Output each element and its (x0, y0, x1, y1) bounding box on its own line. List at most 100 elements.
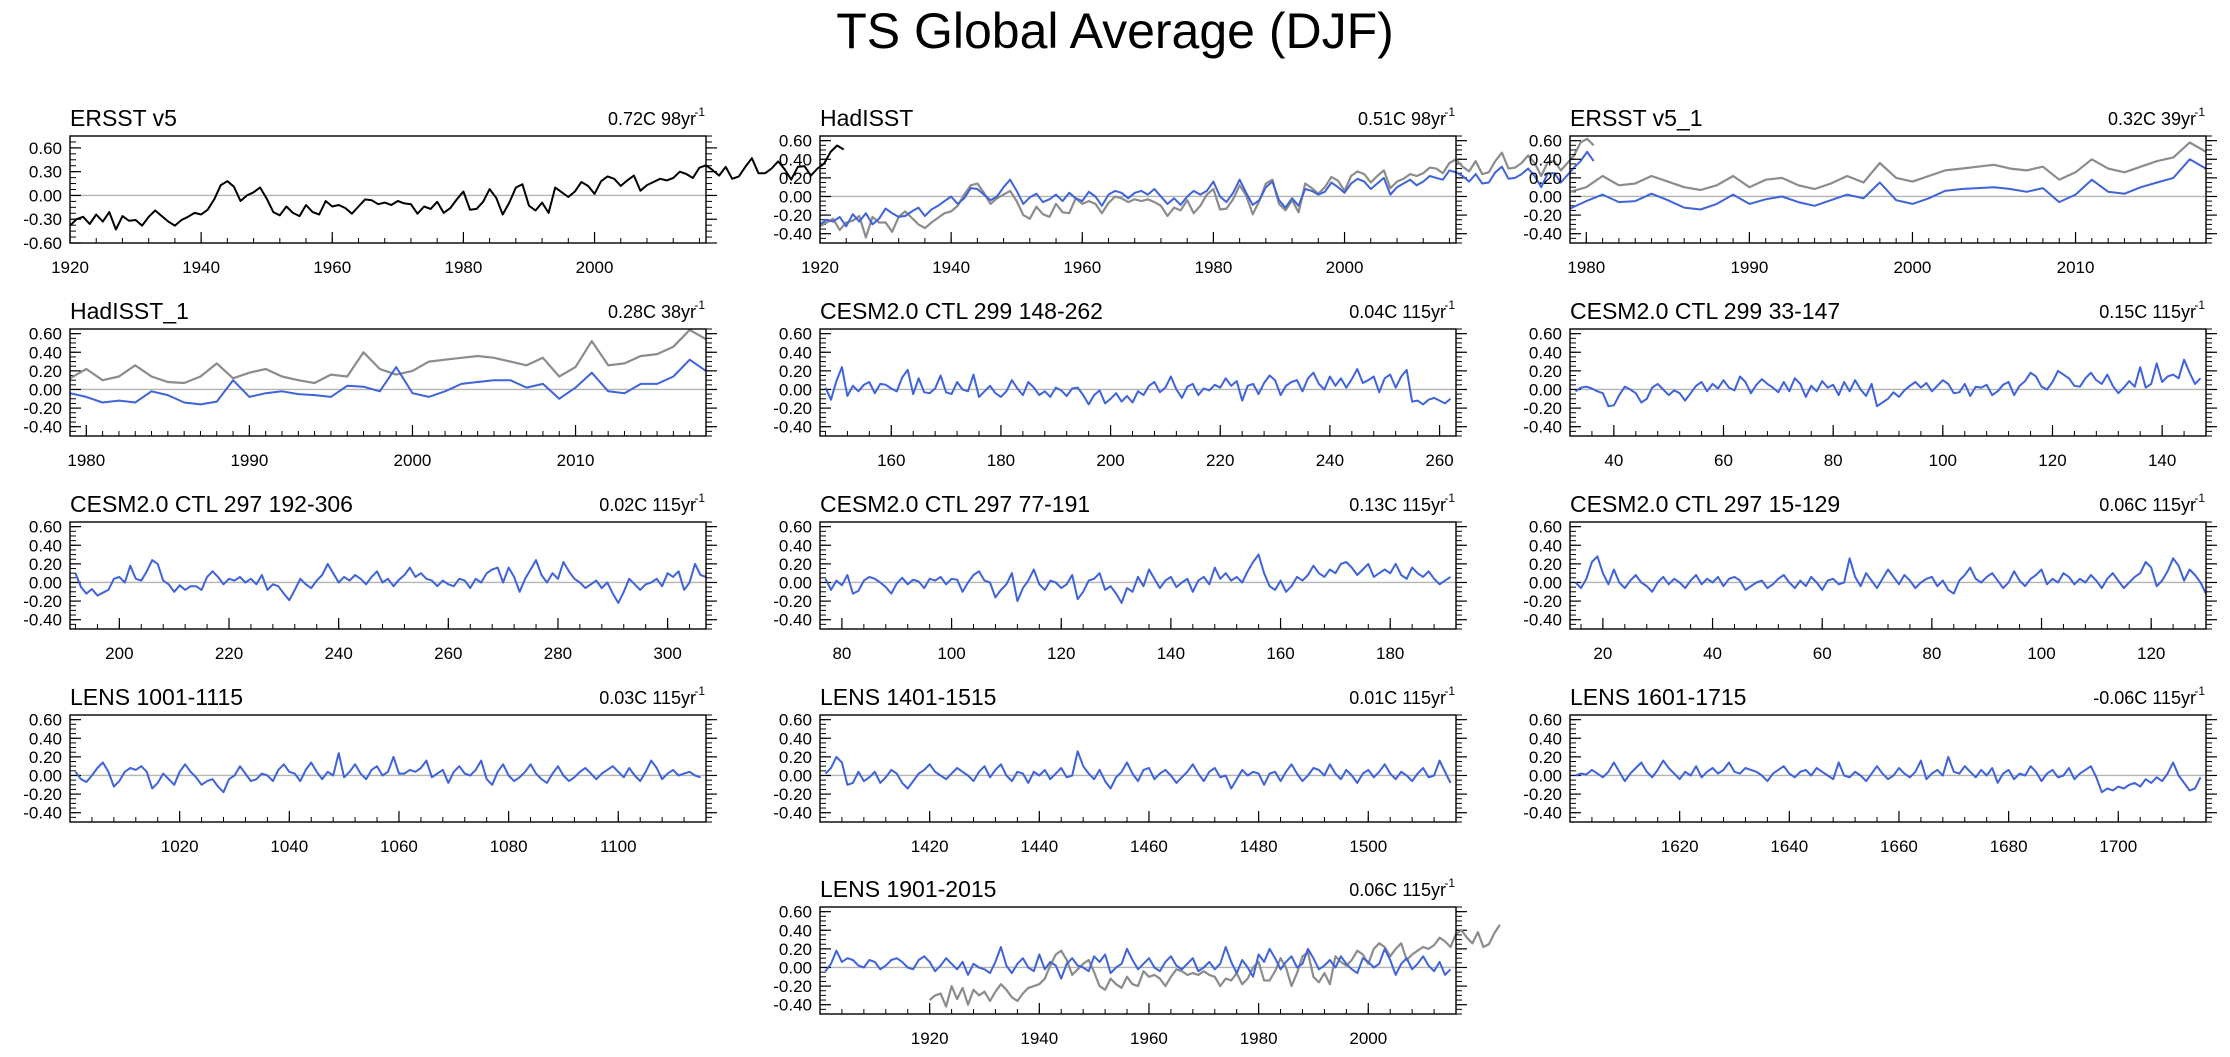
y-tick-label: 0.60 (1529, 132, 1562, 151)
y-tick-label: 0.40 (29, 729, 62, 748)
y-tick-label: 0.00 (29, 380, 62, 399)
y-tick-label: 0.60 (779, 132, 812, 151)
trend-label: 0.28C 38yr (608, 302, 696, 322)
y-tick-label: -0.20 (23, 785, 62, 804)
y-tick-label: -0.20 (773, 977, 812, 996)
x-tick-label: 1990 (1730, 258, 1768, 277)
x-tick-label: 2000 (1894, 258, 1932, 277)
series-line-model (824, 366, 1452, 406)
panel-11: LENS 1601-1715 -0.06C 115yr-1 0.600.400.20… (1523, 684, 2217, 856)
y-tick-label: 0.20 (29, 555, 62, 574)
series-line-obs (819, 137, 1595, 239)
y-tick-label: 0.60 (29, 518, 62, 537)
series-line-model (69, 358, 707, 406)
x-tick-label: 2010 (557, 451, 595, 470)
x-tick-label: 20 (1593, 644, 1612, 663)
y-tick-label: 0.00 (779, 766, 812, 785)
trend-label: 0.51C 98yr (1358, 109, 1446, 129)
x-tick-label: 220 (1206, 451, 1234, 470)
trend-superscript: -1 (2194, 105, 2205, 119)
trend-superscript: -1 (2194, 298, 2205, 312)
x-tick-label: 240 (1316, 451, 1344, 470)
x-tick-label: 40 (1703, 644, 1722, 663)
x-tick-label: 200 (1096, 451, 1124, 470)
y-tick-label: 0.20 (779, 940, 812, 959)
figure-title: TS Global Average (DJF) (836, 3, 1394, 59)
y-tick-label: 0.20 (779, 169, 812, 188)
panel-frame (1569, 521, 2207, 630)
trend-superscript: -1 (1444, 876, 1455, 890)
panel-title: CESM2.0 CTL 297 192-306 (70, 491, 353, 517)
panel-9: LENS 1001-1115 0.03C 115yr-1 0.600.400.200… (23, 684, 717, 856)
x-tick-label: 1960 (313, 258, 351, 277)
x-tick-label: 160 (877, 451, 905, 470)
x-tick-label: 140 (2148, 451, 2176, 470)
panel-frame (69, 328, 707, 437)
x-tick-label: 1680 (1990, 837, 2028, 856)
trend-superscript: -1 (694, 105, 705, 119)
y-tick-label: -0.20 (23, 592, 62, 611)
y-tick-label: -0.40 (1523, 611, 1562, 630)
y-tick-label: 0.60 (779, 711, 812, 730)
panel-title: CESM2.0 CTL 299 33-147 (1570, 298, 1840, 324)
series-line-obs (69, 328, 707, 385)
y-tick-label: 0.00 (29, 573, 62, 592)
x-tick-label: 1940 (932, 258, 970, 277)
x-tick-label: 120 (2137, 644, 2165, 663)
x-tick-label: 100 (937, 644, 965, 663)
series-line-model (74, 752, 701, 794)
x-tick-label: 200 (105, 644, 133, 663)
y-tick-label: 0.60 (29, 139, 62, 158)
trend-label: 0.01C 115yr (1349, 688, 1446, 708)
series-line-model (74, 559, 707, 604)
y-tick-label: 0.40 (779, 536, 812, 555)
x-tick-label: 1420 (911, 837, 949, 856)
panel-frame (69, 714, 707, 823)
y-tick-label: 0.20 (1529, 555, 1562, 574)
panel-title: ERSST v5 (70, 105, 177, 131)
x-tick-label: 1500 (1349, 837, 1387, 856)
x-tick-label: 1980 (1194, 258, 1232, 277)
trend-label: 0.32C 39yr (2108, 109, 2196, 129)
y-tick-label: -0.20 (1523, 206, 1562, 225)
y-tick-label: 0.00 (779, 380, 812, 399)
y-tick-label: 0.60 (29, 711, 62, 730)
y-tick-label: -0.60 (23, 234, 62, 253)
x-tick-label: 1920 (911, 1029, 949, 1048)
series-line-model (824, 553, 1452, 604)
y-tick-label: 0.20 (779, 362, 812, 381)
panel-3: HadISST_1 0.28C 38yr-10.600.400.200.00-0.… (23, 298, 717, 470)
trend-superscript: -1 (2194, 684, 2205, 698)
trend-label: -0.06C 115yr (2093, 688, 2196, 708)
panel-frame (1569, 714, 2207, 823)
y-tick-label: 0.40 (779, 921, 812, 940)
y-tick-label: -0.30 (23, 210, 62, 229)
panel-title: CESM2.0 CTL 297 77-191 (820, 491, 1090, 517)
panel-title: CESM2.0 CTL 299 148-262 (820, 298, 1103, 324)
trend-label: 0.06C 115yr (2099, 495, 2196, 515)
panel-title: LENS 1001-1115 (70, 684, 243, 710)
y-tick-label: 0.40 (779, 343, 812, 362)
x-tick-label: 1980 (1240, 1029, 1278, 1048)
panel-frame (1569, 328, 2207, 437)
y-tick-label: 0.20 (1529, 362, 1562, 381)
y-tick-label: 0.00 (1529, 766, 1562, 785)
y-tick-label: -0.40 (1523, 418, 1562, 437)
series-line-model (1575, 755, 2202, 794)
trend-superscript: -1 (694, 298, 705, 312)
y-tick-label: 0.40 (1529, 729, 1562, 748)
panel-frame (1569, 135, 2207, 244)
series-line-model (819, 150, 1595, 228)
series-line-model (1574, 555, 2207, 595)
panel-frame (819, 135, 1457, 244)
x-tick-label: 180 (987, 451, 1015, 470)
x-tick-label: 1920 (801, 258, 839, 277)
y-tick-label: 0.40 (1529, 536, 1562, 555)
x-tick-label: 80 (832, 644, 851, 663)
series-line-model (824, 750, 1452, 790)
panel-8: CESM2.0 CTL 297 15-129 0.06C 115yr-10.600… (1523, 491, 2217, 663)
y-tick-label: 0.30 (29, 163, 62, 182)
x-tick-label: 1940 (182, 258, 220, 277)
panel-5: CESM2.0 CTL 299 33-147 0.15C 115yr-10.600… (1523, 298, 2217, 470)
